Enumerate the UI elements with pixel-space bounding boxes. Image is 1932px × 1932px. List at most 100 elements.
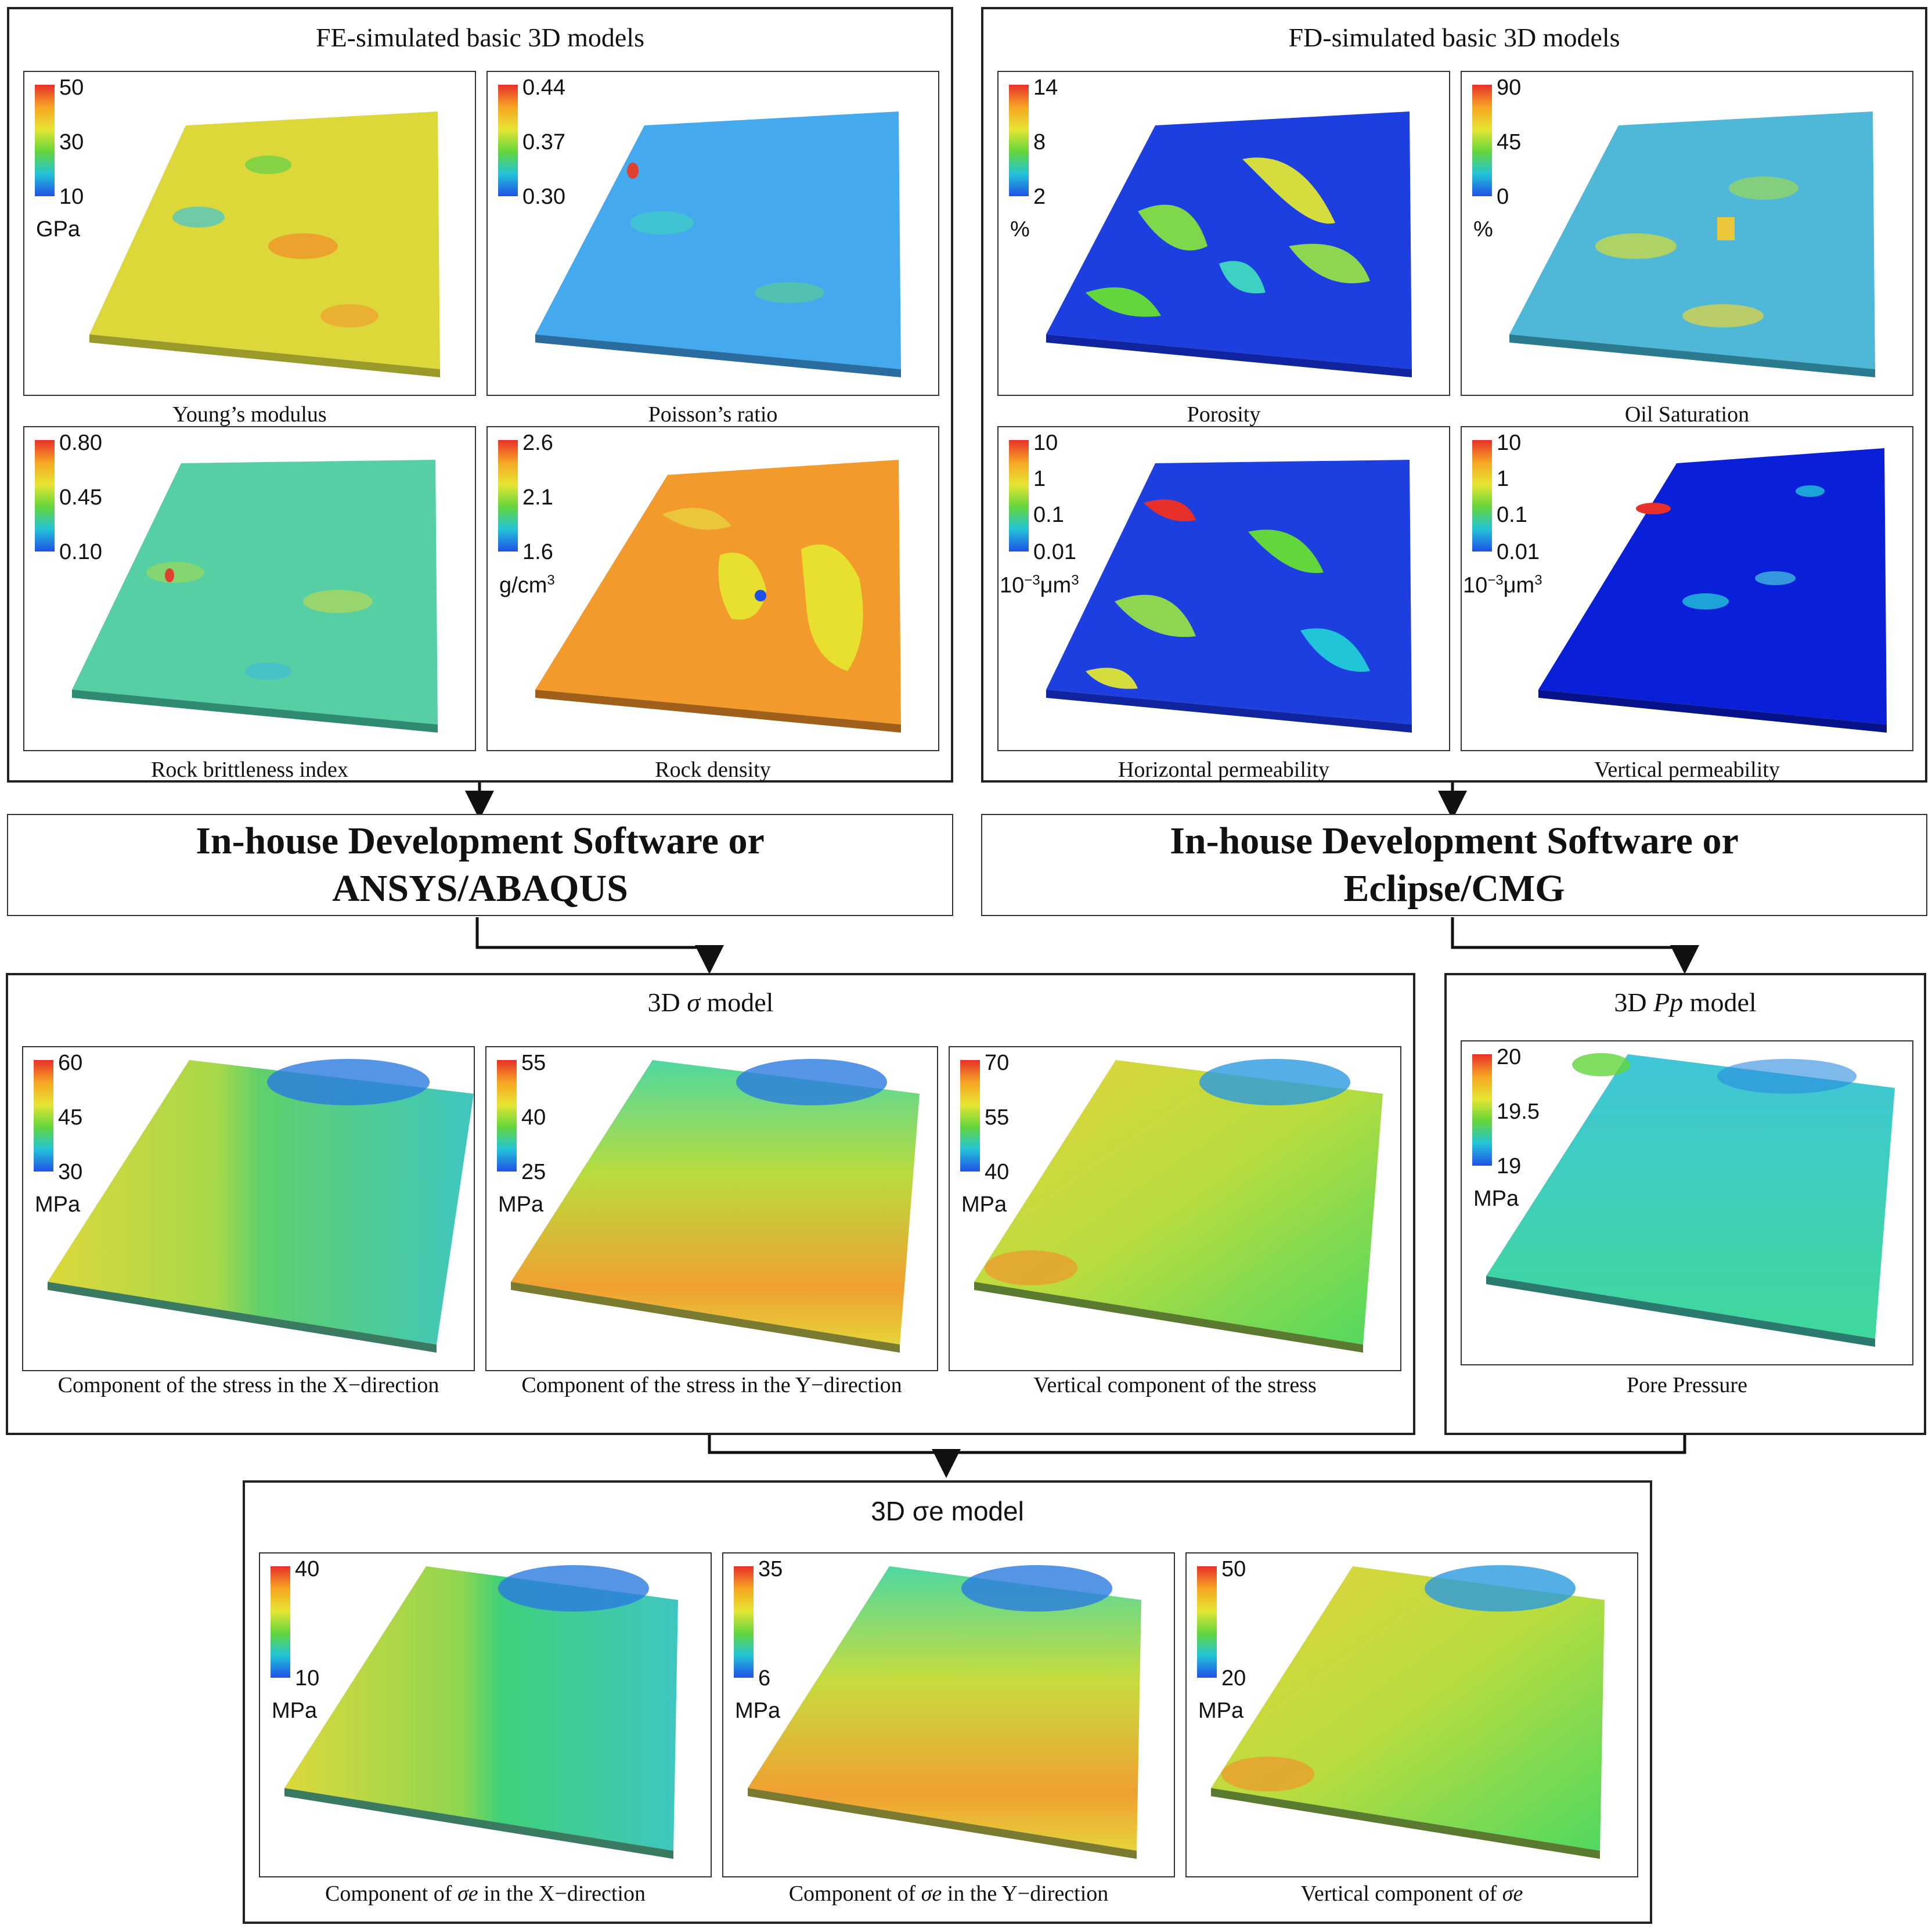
unit-label: MPa: [1473, 1187, 1519, 1211]
tick-mid: 8: [1033, 130, 1046, 154]
panel-pore-pressure: 20 19.5 19 MPa: [1461, 1040, 1913, 1365]
tick-max: 2.6: [522, 431, 553, 455]
sigma-e-model-box: 3D σe model 40 10 MPa Component of σe in…: [243, 1480, 1652, 1924]
tick-4: 0.01: [1497, 540, 1540, 564]
caption-sigma-e-x: Component of σe in the X−direction: [325, 1881, 646, 1906]
unit-label: GPa: [36, 217, 81, 242]
software-left-line1: In-house Development Software or: [196, 820, 765, 862]
colorbar: [1472, 85, 1492, 196]
unit-label: g/cm3: [499, 572, 555, 598]
tick-mid: 0.37: [522, 130, 565, 154]
tick-mid: 0.45: [59, 485, 102, 510]
sigma-model-box: 3D σ model 60 45 30 MPa Component of the…: [6, 973, 1415, 1435]
tick-mid: 45: [58, 1105, 83, 1130]
panel-sigma-e-vertical: 50 20 MPa: [1185, 1552, 1638, 1877]
panel-stress-y: 55 40 25 MPa: [485, 1046, 938, 1371]
panel-vertical-permeability: 10 1 0.1 0.01 10−3μm3: [1461, 426, 1913, 751]
porosity-surface: [1046, 111, 1412, 377]
tick-mid: 55: [985, 1105, 1010, 1130]
caption-stress-y: Component of the stress in the Y−directi…: [521, 1373, 902, 1397]
panel-stress-vertical: 70 55 40 MPa: [949, 1046, 1401, 1371]
unit-label: %: [1010, 217, 1030, 242]
caption-sigma-e-vertical: Vertical component of σe: [1300, 1881, 1523, 1906]
tick-min: 10: [59, 185, 84, 209]
tick-3: 0.1: [1033, 503, 1064, 527]
caption-rock-brittleness-index: Rock brittleness index: [151, 758, 348, 782]
arrow-merge-to-sigma-e: [708, 1435, 1686, 1454]
tick-max: 50: [59, 75, 84, 100]
tick-1: 10: [1033, 431, 1058, 455]
caption-sigma-e-y: Component of σe in the Y−direction: [788, 1881, 1109, 1906]
unit-label: MPa: [35, 1192, 81, 1217]
unit-label: 10−3μm3: [1463, 572, 1542, 598]
colorbar: [498, 85, 518, 196]
sigma-e-y-surface: [748, 1565, 1141, 1859]
tick-min: 1.6: [522, 540, 553, 564]
tick-mid: 45: [1497, 130, 1522, 154]
unit-label: MPa: [735, 1699, 781, 1723]
tick-min: 40: [985, 1160, 1010, 1184]
software-box-left: In-house Development Software or ANSYS/A…: [7, 814, 953, 916]
tick-min: 25: [521, 1160, 546, 1184]
tick-min: 30: [58, 1160, 83, 1184]
colorbar: [34, 1060, 53, 1172]
software-right-line2: Eclipse/CMG: [1343, 867, 1565, 910]
panel-rock-density: 2.6 2.1 1.6 g/cm3: [486, 426, 939, 751]
tick-max: 0.44: [522, 75, 565, 100]
tick-max: 14: [1033, 75, 1058, 100]
vertical-permeability-surface: [1538, 448, 1887, 733]
fd-models-box: FD-simulated basic 3D models 14 8 2 % Po…: [981, 7, 1927, 783]
colorbar: [35, 440, 55, 552]
panel-poissons-ratio: 0.44 0.37 0.30: [486, 71, 939, 396]
sigma-title: 3D σ model: [647, 987, 774, 1017]
tick-max: 70: [985, 1051, 1010, 1075]
tick-2: 1: [1033, 467, 1046, 491]
stress-vertical-surface: [974, 1059, 1383, 1353]
software-box-right: In-house Development Software or Eclipse…: [981, 814, 1927, 916]
caption-poissons-ratio: Poisson’s ratio: [648, 402, 778, 427]
tick-min: 0.10: [59, 540, 102, 564]
tick-min: 10: [295, 1666, 320, 1690]
colorbar: [1009, 440, 1029, 552]
tick-max: 55: [521, 1051, 546, 1075]
caption-stress-x: Component of the stress in the X−directi…: [57, 1373, 439, 1397]
tick-max: 35: [758, 1557, 783, 1581]
caption-rock-density: Rock density: [655, 758, 771, 782]
tick-max: 20: [1497, 1045, 1522, 1069]
horizontal-permeability-surface: [1046, 460, 1412, 733]
panel-stress-x: 60 45 30 MPa: [22, 1046, 475, 1371]
poissons-ratio-surface: [535, 111, 901, 377]
pp-title: 3D Pp model: [1614, 987, 1757, 1017]
fe-title: FE-simulated basic 3D models: [316, 23, 644, 52]
colorbar: [1472, 1054, 1492, 1166]
pore-pressure-surface: [1486, 1053, 1895, 1347]
unit-label: 10−3μm3: [1000, 572, 1079, 598]
sigma-e-vertical-surface: [1211, 1565, 1605, 1859]
colorbar: [1472, 440, 1492, 552]
youngs-modulus-surface: [89, 111, 440, 377]
caption-vertical-permeability: Vertical permeability: [1594, 758, 1780, 782]
fd-title: FD-simulated basic 3D models: [1288, 23, 1620, 52]
sigma-e-title: 3D σe model: [871, 1496, 1024, 1526]
panel-sigma-e-y: 35 6 MPa: [722, 1552, 1175, 1877]
tick-mid: 40: [521, 1105, 546, 1130]
fe-models-box: FE-simulated basic 3D models 50 30 10 GP…: [7, 7, 953, 783]
tick-max: 0.80: [59, 431, 102, 455]
tick-max: 50: [1221, 1557, 1246, 1581]
tick-min: 0: [1497, 185, 1509, 209]
unit-label: MPa: [498, 1192, 544, 1217]
tick-2: 1: [1497, 467, 1509, 491]
tick-max: 40: [295, 1557, 320, 1581]
unit-label: MPa: [1198, 1699, 1244, 1723]
caption-youngs-modulus: Young’s modulus: [172, 402, 327, 427]
caption-pore-pressure: Pore Pressure: [1627, 1373, 1747, 1397]
colorbar: [960, 1060, 980, 1172]
colorbar: [497, 1060, 517, 1172]
unit-label: %: [1473, 217, 1493, 242]
caption-porosity: Porosity: [1187, 402, 1261, 427]
panel-rock-brittleness-index: 0.80 0.45 0.10: [23, 426, 476, 751]
pp-model-box: 3D Pp model 20 19.5 19 MPa Pore Pressure: [1444, 973, 1926, 1435]
sigma-e-x-surface: [284, 1565, 678, 1859]
tick-max: 90: [1497, 75, 1522, 100]
rock-density-surface: [535, 460, 901, 733]
